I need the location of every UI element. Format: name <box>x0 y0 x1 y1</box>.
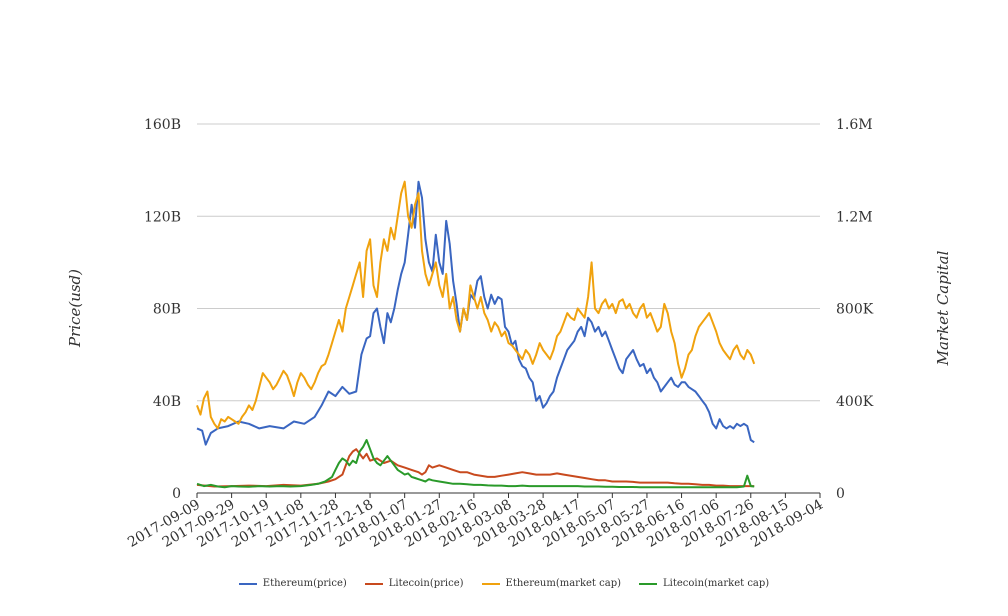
legend-label: Ethereum(market cap) <box>505 578 621 589</box>
right-tick-label: 1.2M <box>836 209 873 225</box>
right-tick-label: 400K <box>836 394 874 410</box>
legend-item[interactable]: Litecoin(market cap) <box>639 578 769 589</box>
left-tick-label: 80B <box>153 302 181 318</box>
legend-swatch <box>481 582 500 585</box>
series-line-litecoin-market-cap <box>196 439 755 489</box>
legend-swatch <box>364 582 383 585</box>
left-axis-title: Price(usd) <box>66 269 84 348</box>
legend-label: Ethereum(price) <box>262 578 347 589</box>
right-axis-title: Market Capital <box>934 250 952 366</box>
right-tick-label: 0 <box>836 486 845 502</box>
left-tick-label: 0 <box>172 486 181 502</box>
series-line-ethereum-price <box>196 180 755 446</box>
legend-swatch <box>238 582 257 585</box>
legend-item[interactable]: Ethereum(price) <box>238 578 347 589</box>
legend-item[interactable]: Ethereum(market cap) <box>481 578 621 589</box>
series-lines <box>196 180 756 489</box>
left-tick-label: 40B <box>153 394 181 410</box>
left-tick-label: 120B <box>144 209 181 225</box>
legend-item[interactable]: Litecoin(price) <box>364 578 464 589</box>
right-axis-ticks: 0 400K 800K 1.2M 1.6M <box>836 117 874 502</box>
gridlines <box>197 123 820 402</box>
chart-legend: Ethereum(price) Litecoin(price) Ethereum(m… <box>0 578 1008 589</box>
legend-label: Litecoin(market cap) <box>663 578 770 589</box>
left-axis-ticks: 0 40B 80B 120B 160B <box>144 117 181 502</box>
right-tick-label: 1.6M <box>836 117 873 133</box>
x-axis-ticks: 2017-09-092017-09-292017-10-192017-11-08… <box>125 493 826 551</box>
legend-label: Litecoin(price) <box>388 578 464 589</box>
series-line-ethereum-market-cap <box>196 180 756 430</box>
right-tick-label: 800K <box>836 302 874 318</box>
series-line-litecoin-price <box>196 448 755 488</box>
legend-swatch <box>639 582 657 585</box>
left-tick-label: 160B <box>144 117 181 133</box>
